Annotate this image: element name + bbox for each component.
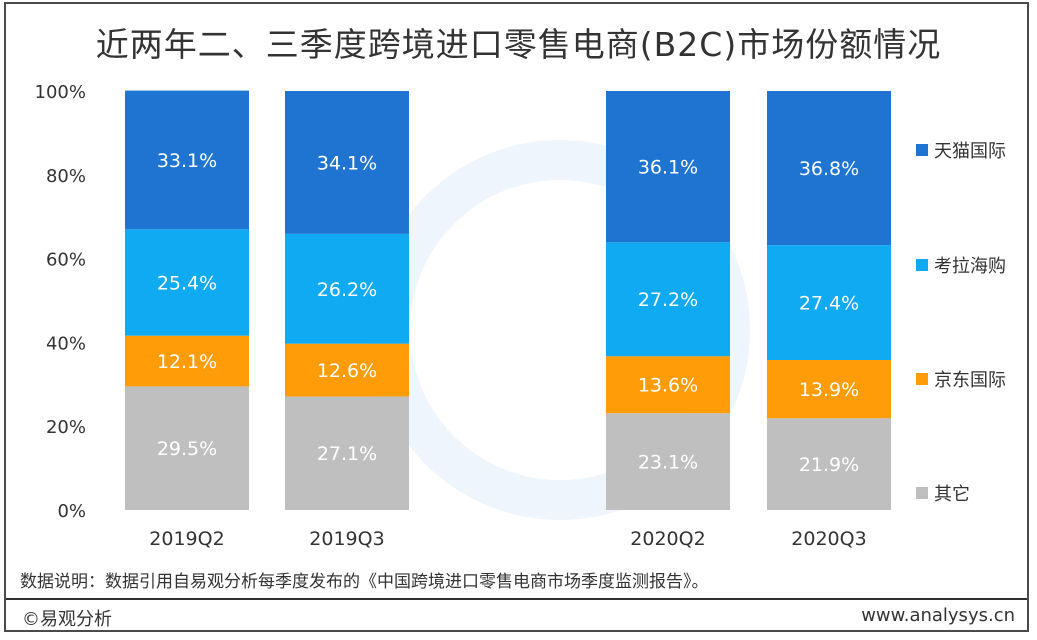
data-label: 12.1% [157,351,217,373]
y-tick-label: 60% [46,250,86,271]
bar-segment [125,90,249,230]
data-label: 27.1% [317,443,377,465]
chart-title: 近两年二、三季度跨境进口零售电商(B2C)市场份额情况 [95,25,942,64]
data-label: 36.1% [638,157,698,179]
bar-segment [767,245,891,360]
bar-segment [606,356,730,414]
data-label: 23.1% [638,452,698,474]
x-tick-label: 2020Q2 [630,528,705,550]
bar-segment [606,242,730,357]
bar-segment [606,413,730,510]
legend-item: 京东国际 [916,370,1006,391]
data-label: 13.9% [799,379,859,401]
bar-segment [285,343,409,397]
bar-segment [285,396,409,510]
x-tick-label: 2019Q3 [309,528,384,550]
data-source-note: 数据说明：数据引用自易观分析每季度发布的《中国跨境进口零售电商市场季度监测报告》… [20,572,709,592]
y-tick-label: 100% [35,82,86,103]
bar-segment [125,229,249,336]
footer-divider [6,598,1027,600]
y-tick-label: 80% [46,166,86,187]
bar-segment [767,359,891,419]
legend-swatch [916,144,928,156]
bar-segment [125,386,249,510]
data-label: 27.2% [638,289,698,311]
legend-swatch [916,487,928,499]
y-tick-label: 20% [46,417,86,438]
data-label: 33.1% [157,150,217,172]
legend-swatch [916,373,928,385]
y-tick-label: 0% [57,501,86,522]
bar-segment [285,233,409,344]
legend-label: 京东国际 [934,370,1006,391]
legend-label: 其它 [934,484,970,505]
data-label: 29.5% [157,438,217,460]
bar-segment [767,91,891,246]
data-label: 27.4% [799,293,859,315]
data-label: 13.6% [638,375,698,397]
bar-segment [606,91,730,243]
data-label: 26.2% [317,279,377,301]
bar-segment [767,418,891,510]
data-label: 21.9% [799,454,859,476]
data-label: 25.4% [157,272,217,294]
legend-label: 天猫国际 [934,141,1006,162]
legend-swatch [916,259,928,271]
y-tick-label: 40% [46,333,86,354]
copyright-text: ©易观分析 [22,609,112,630]
legend-label: 考拉海购 [934,256,1006,277]
legend-item: 天猫国际 [916,141,1006,162]
legend-item: 其它 [916,484,970,505]
x-tick-label: 2019Q2 [149,528,224,550]
data-label: 34.1% [317,152,377,174]
website-link[interactable]: www.analysys.cn [861,605,1015,626]
bar-segment [285,91,409,234]
stacked-bar-chart: 29.5% 12.1% 25.4% 33.1% 27.1% 12.6% 26.2% 34.1%… [35,82,1006,550]
x-tick-label: 2020Q3 [791,528,866,550]
legend-item: 考拉海购 [916,256,1006,277]
data-label: 36.8% [799,158,859,180]
data-label: 12.6% [317,360,377,382]
bar-segment [125,335,249,387]
